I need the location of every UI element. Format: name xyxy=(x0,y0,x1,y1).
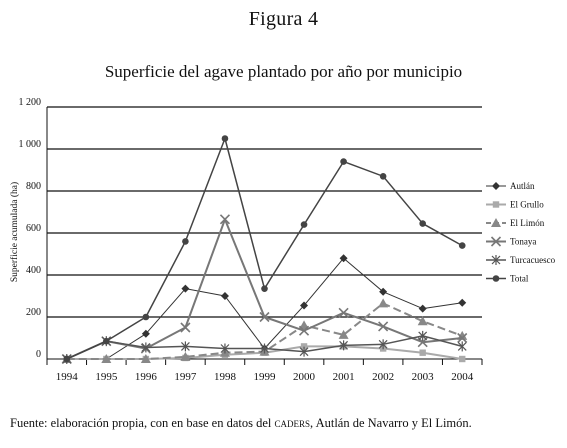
data-point xyxy=(101,354,112,363)
source-note-prefix: Fuente: elaboración propia, con en base … xyxy=(10,416,275,430)
data-point xyxy=(299,346,309,357)
y-axis-label: Superficie acumulada (ha) xyxy=(9,182,20,282)
data-point xyxy=(220,343,230,354)
data-point xyxy=(300,221,308,228)
marker-stroke xyxy=(219,214,231,225)
data-point xyxy=(63,355,71,363)
data-point xyxy=(419,349,426,356)
x-tick-label: 2003 xyxy=(412,371,435,383)
data-point xyxy=(140,354,151,363)
legend-item-el-limon: El Limón xyxy=(486,218,545,228)
marker-stroke xyxy=(378,321,389,332)
data-point xyxy=(419,220,426,227)
data-point xyxy=(339,340,349,351)
data-point xyxy=(378,339,388,350)
x-tick-label: 1994 xyxy=(56,371,79,383)
data-point xyxy=(259,311,270,323)
data-point xyxy=(298,325,310,336)
marker-stroke xyxy=(180,322,191,333)
legend-item-turcacuesco: Turcacuesco xyxy=(486,255,556,265)
legend-label: Autlán xyxy=(510,181,535,191)
data-point xyxy=(180,322,191,333)
data-point xyxy=(459,355,466,363)
legend-marker xyxy=(490,236,502,247)
data-point xyxy=(300,343,308,350)
data-point xyxy=(221,135,229,142)
figure-label: Figura 4 xyxy=(248,8,319,30)
source-note: Fuente: elaboración propia, con en base … xyxy=(10,416,472,431)
data-point xyxy=(379,287,388,296)
data-point xyxy=(457,332,468,344)
y-tick-label: 400 xyxy=(26,265,41,276)
legend-label: El Limón xyxy=(510,218,545,228)
source-note-suffix: , Autlán de Navarro y El Limón. xyxy=(310,416,472,430)
legend-item-total: Total xyxy=(486,274,529,284)
data-point xyxy=(457,341,467,352)
marker-stroke xyxy=(259,311,270,323)
legend-marker xyxy=(491,218,501,227)
data-point xyxy=(219,214,231,225)
data-point xyxy=(458,298,467,307)
data-point xyxy=(141,329,150,338)
legend-item-tonaya: Tonaya xyxy=(486,236,536,247)
data-point xyxy=(339,254,348,263)
x-tick-label: 2001 xyxy=(333,371,355,383)
legend-marker xyxy=(492,182,500,190)
data-point xyxy=(261,285,268,292)
data-point xyxy=(300,301,309,310)
data-point xyxy=(180,351,191,361)
data-point xyxy=(417,316,428,326)
data-point xyxy=(338,329,349,339)
y-tick-label: 1 200 xyxy=(19,97,42,108)
legend-item-el-grullo: El Grullo xyxy=(486,200,544,210)
y-tick-label: 200 xyxy=(26,307,41,318)
data-point xyxy=(220,292,229,300)
x-tick-label: 2004 xyxy=(451,371,474,383)
legend-marker xyxy=(492,201,500,208)
legend-marker xyxy=(492,275,500,282)
marker-stroke xyxy=(457,332,468,344)
legend-marker xyxy=(491,255,501,265)
legend-label: Turcacuesco xyxy=(510,255,556,265)
source-note-agency: caders xyxy=(274,416,311,430)
marker-stroke xyxy=(298,325,310,336)
y-tick-label: 1 000 xyxy=(19,139,42,150)
data-point xyxy=(379,173,387,180)
y-tick-label: 0 xyxy=(36,349,41,360)
data-point xyxy=(260,343,269,354)
x-tick-label: 1997 xyxy=(174,371,197,383)
series-line xyxy=(66,137,463,360)
data-point xyxy=(338,307,349,318)
legend-label: Tonaya xyxy=(510,237,536,247)
x-tick-label: 1995 xyxy=(95,371,118,383)
x-tick-label: 1996 xyxy=(135,371,158,383)
x-tick-label: 2002 xyxy=(372,371,394,383)
data-point xyxy=(142,313,150,321)
legend-item-autlan: Autlán xyxy=(486,181,535,191)
x-tick-label: 1998 xyxy=(214,371,237,383)
marker-stroke xyxy=(338,307,349,318)
series-turcacuesco xyxy=(62,330,467,364)
data-point xyxy=(181,284,190,293)
chart-title: Superficie del agave plantado por año po… xyxy=(104,62,463,81)
legend-label: Total xyxy=(510,274,529,284)
data-point xyxy=(418,304,427,313)
x-tick-label: 1999 xyxy=(254,371,277,383)
chart: 0 200 400 600 800 1 000 1 200 1994 1995 1996 1997 1… xyxy=(9,97,556,383)
data-point xyxy=(182,238,189,245)
data-point xyxy=(378,321,389,332)
data-point xyxy=(103,337,110,345)
marker-stroke xyxy=(490,236,502,247)
data-point xyxy=(340,158,347,165)
y-tick-label: 600 xyxy=(26,223,41,234)
data-point xyxy=(458,242,466,249)
data-point xyxy=(180,341,190,352)
legend-label: El Grullo xyxy=(510,200,544,210)
data-point xyxy=(141,342,151,353)
data-point xyxy=(378,298,389,308)
data-point xyxy=(418,330,428,341)
y-tick-label: 800 xyxy=(26,181,41,192)
series-total xyxy=(63,135,466,363)
x-tick-label: 2000 xyxy=(293,371,316,383)
